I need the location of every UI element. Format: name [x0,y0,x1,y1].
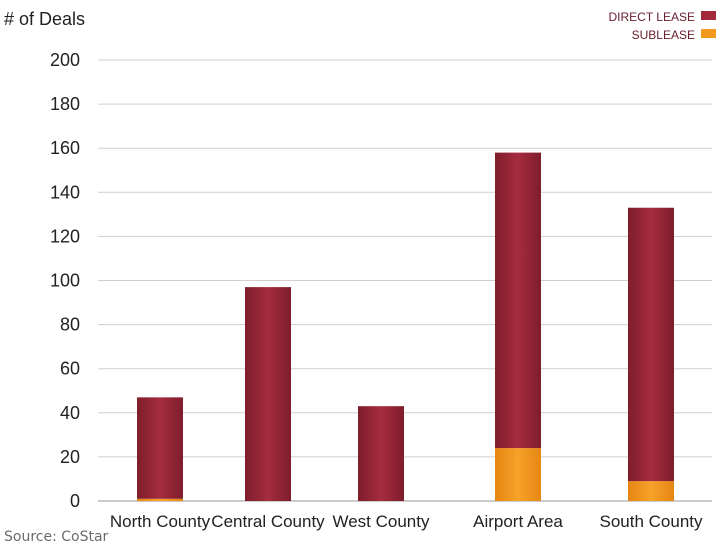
bar-sublease [628,481,674,501]
y-tick-label: 60 [60,359,80,379]
bar-sublease [137,498,183,501]
y-tick-label: 200 [50,50,80,70]
y-tick-label: 80 [60,315,80,335]
legend-label: SUBLEASE [632,28,695,42]
x-tick-label: South County [599,512,703,531]
y-tick-label: 20 [60,447,80,467]
y-tick-label: 180 [50,94,80,114]
bar-direct-lease [137,397,183,499]
x-tick-label: West County [332,512,430,531]
bar-direct-lease [245,287,291,501]
y-axis-title: # of Deals [4,9,85,29]
bar-sublease [495,448,541,501]
bar-direct-lease [358,406,404,501]
bar-direct-lease [628,207,674,482]
source-note: Source: CoStar [4,529,109,545]
y-tick-label: 40 [60,403,80,423]
x-tick-label: Airport Area [473,512,563,531]
legend-label: DIRECT LEASE [609,10,695,24]
x-tick-label: Central County [211,512,325,531]
legend-swatch [701,11,716,20]
legend-swatch [701,29,716,38]
x-tick-label: North County [110,512,211,531]
y-tick-label: 0 [70,491,80,511]
y-tick-label: 160 [50,138,80,158]
y-tick-label: 140 [50,182,80,202]
bar-direct-lease [495,152,541,449]
y-tick-label: 120 [50,226,80,246]
y-tick-label: 100 [50,271,80,291]
